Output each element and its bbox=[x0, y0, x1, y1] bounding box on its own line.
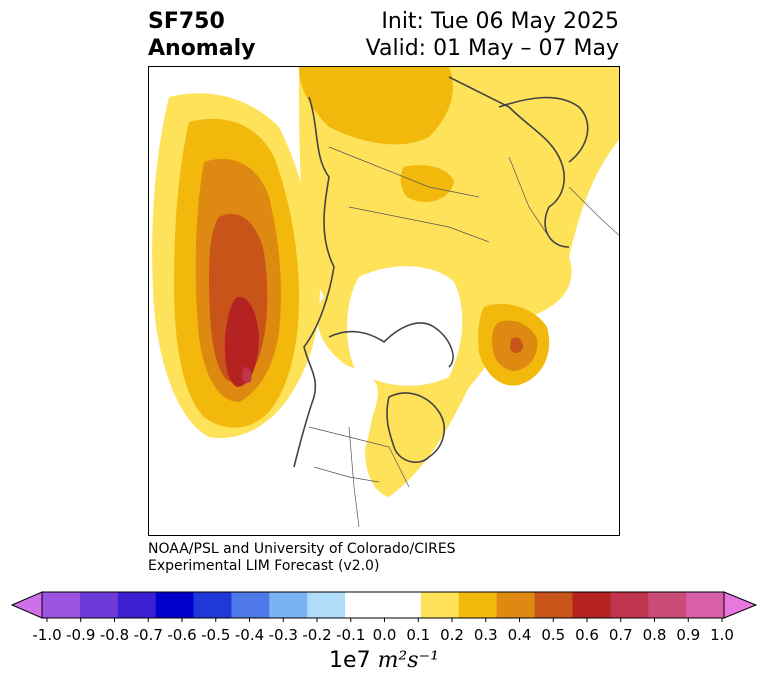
colorbar-bin-17 bbox=[686, 592, 725, 618]
chart-title: SF750 Anomaly bbox=[148, 8, 255, 62]
colorbar-bin-0 bbox=[42, 592, 81, 618]
colorbar-tick-label: -0.5 bbox=[201, 626, 231, 644]
units-math: m²s⁻¹ bbox=[377, 648, 439, 673]
colorbar-bin-8 bbox=[345, 592, 384, 618]
colorbar-bin-13 bbox=[534, 592, 573, 618]
colorbar-bin-14 bbox=[572, 592, 611, 618]
colorbar-tick-label: 0.5 bbox=[541, 626, 566, 644]
colorbar-bin-7 bbox=[307, 592, 346, 618]
colorbar-tick-label: -0.8 bbox=[99, 626, 130, 644]
colorbar-tick-label: 0.7 bbox=[608, 626, 633, 644]
colorbar-units: 1e7 m²s⁻¹ bbox=[329, 648, 439, 673]
anomaly-contour-0.4-east bbox=[510, 337, 523, 353]
anomaly-contour-0.2-north bbox=[299, 67, 453, 145]
colorbar-tick-label: -0.3 bbox=[268, 626, 298, 644]
colorbar-under-arrow bbox=[10, 591, 43, 619]
colorbar-over-arrow bbox=[723, 591, 758, 619]
colorbar-bin-1 bbox=[79, 592, 119, 618]
colorbar-tick-label: -0.1 bbox=[336, 626, 366, 644]
init-date: Init: Tue 06 May 2025 bbox=[381, 9, 619, 34]
colorbar-bin-6 bbox=[269, 592, 308, 618]
valid-range: Valid: 01 May – 07 May bbox=[365, 36, 619, 61]
units-prefix: 1e7 bbox=[329, 648, 371, 673]
polar-map bbox=[148, 66, 620, 536]
colorbar-tick-label: -0.6 bbox=[167, 626, 197, 644]
colorbar-tick-label: -1.0 bbox=[32, 626, 62, 644]
colorbar-frame bbox=[41, 591, 725, 619]
anomaly-contour-zero-south bbox=[292, 363, 374, 535]
forecast-dates: Init: Tue 06 May 2025 Valid: 01 May – 07… bbox=[366, 8, 619, 62]
colorbar-bin-11 bbox=[458, 592, 498, 618]
colorbar-bin-2 bbox=[117, 592, 157, 618]
anomaly-map-svg bbox=[152, 67, 619, 535]
colorbar-tick-label: 0.3 bbox=[473, 626, 498, 644]
colorbar-tick-label: -0.4 bbox=[234, 626, 265, 644]
colorbar-tick-label: 0.8 bbox=[642, 626, 667, 644]
colorbar-tick-label: 0.1 bbox=[406, 626, 431, 644]
variable-label: SF750 bbox=[148, 9, 225, 34]
colorbar-bin-16 bbox=[648, 592, 687, 618]
anomaly-contour-0.1 bbox=[299, 67, 619, 497]
colorbar-tick-label: 0.6 bbox=[575, 626, 599, 644]
credit-text: NOAA/PSL and University of Colorado/CIRE… bbox=[148, 541, 456, 575]
colorbar-bin-4 bbox=[193, 592, 232, 618]
colorbar-tick-label: -0.2 bbox=[302, 626, 332, 644]
colorbar-tick-label: 1.0 bbox=[710, 626, 734, 644]
colorbar-bin-15 bbox=[610, 592, 649, 618]
coastlines bbox=[293, 76, 589, 468]
colorbar-tick-label: -0.7 bbox=[133, 626, 163, 644]
colorbar-bin-12 bbox=[496, 592, 536, 618]
colorbar-tick-label: -0.9 bbox=[66, 626, 96, 644]
credit-line-2: Experimental LIM Forecast (v2.0) bbox=[148, 558, 380, 574]
colorbar-bin-10 bbox=[420, 592, 460, 618]
anomaly-contour-0.6 bbox=[242, 367, 252, 384]
anomaly-label: Anomaly bbox=[148, 36, 256, 61]
anomaly-contour-0.2-center bbox=[400, 165, 454, 202]
anomaly-contour-zero bbox=[347, 266, 463, 386]
colorbar-bin-9 bbox=[383, 592, 422, 618]
colorbar-bin-3 bbox=[155, 592, 195, 618]
colorbar-tick-label: 0.0 bbox=[372, 626, 397, 644]
colorbar bbox=[10, 591, 758, 622]
country-borders bbox=[308, 146, 619, 528]
colorbar-tick-label: 0.2 bbox=[440, 626, 464, 644]
credit-line-1: NOAA/PSL and University of Colorado/CIRE… bbox=[148, 541, 456, 557]
colorbar-bin-5 bbox=[231, 592, 270, 618]
colorbar-tick-label: 0.4 bbox=[507, 626, 532, 644]
colorbar-tick-label: 0.9 bbox=[676, 626, 701, 644]
anomaly-contour-0.5 bbox=[224, 296, 259, 387]
